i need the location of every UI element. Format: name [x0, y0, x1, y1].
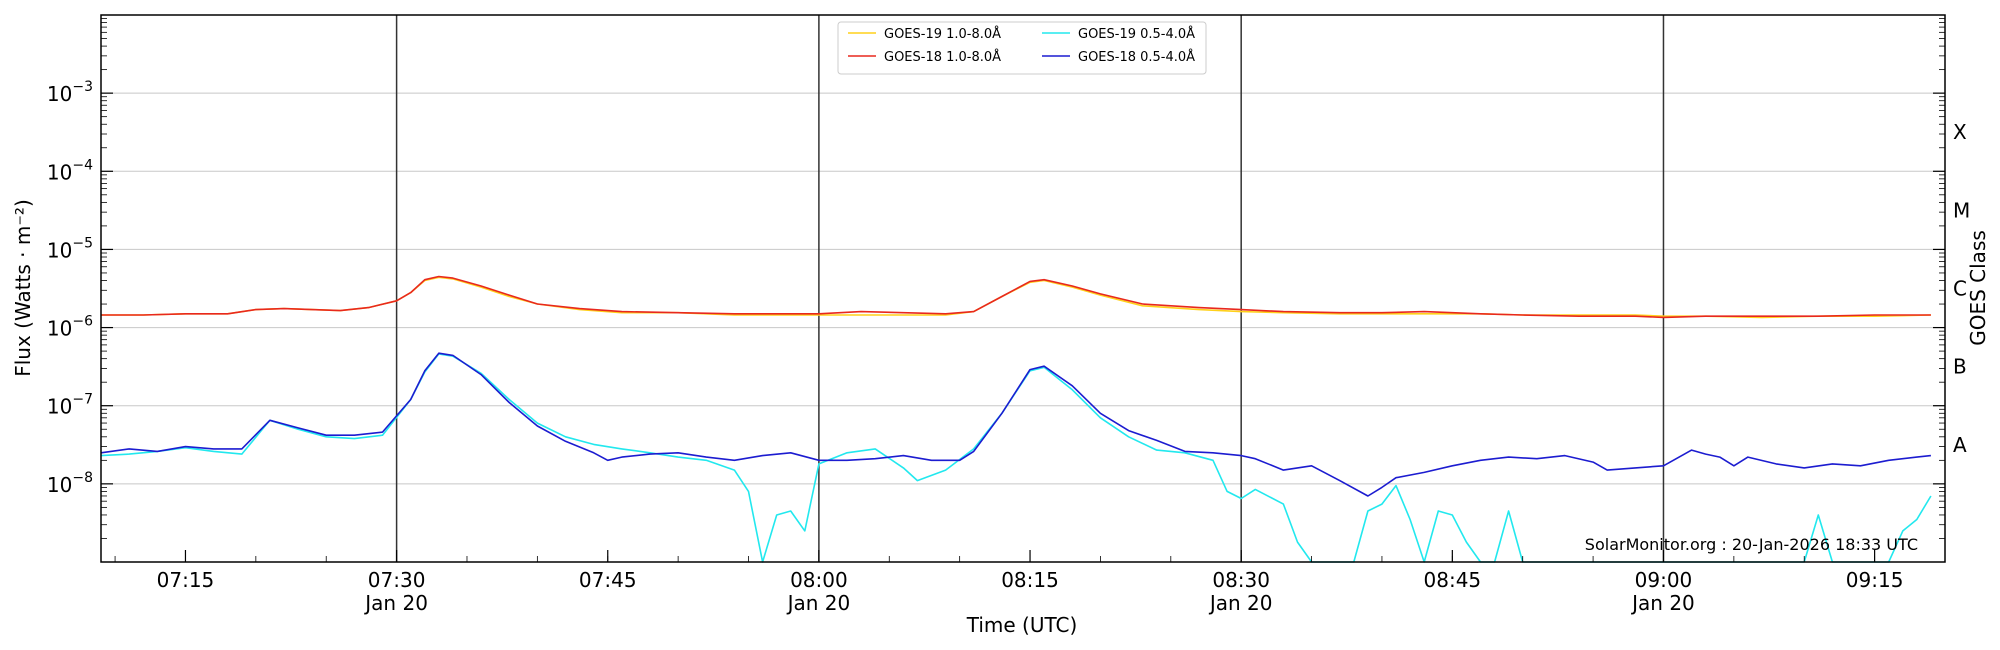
plot-frame	[100, 14, 1946, 563]
legend: GOES-19 1.0-8.0Å GOES-18 1.0-8.0Å GOES-19 …	[837, 21, 1207, 75]
legend-label: GOES-18 0.5-4.0Å	[1078, 49, 1195, 65]
goes-class-labels: X M C B A	[1953, 120, 1970, 457]
legend-label: GOES-19 0.5-4.0Å	[1078, 26, 1195, 42]
series-line	[100, 352, 1931, 497]
goes-class-label: A	[1953, 433, 1967, 457]
series-lines	[100, 275, 1932, 563]
y-tick-label: 10−6	[47, 314, 93, 341]
series-line	[101, 275, 1931, 319]
goes-class-label: C	[1953, 277, 1967, 301]
x-tick-label: 09:00	[1635, 568, 1693, 592]
goes-class-label: B	[1953, 355, 1967, 379]
goes-class-label: M	[1953, 198, 1970, 222]
goes-class-label: X	[1953, 120, 1967, 144]
y-tick-label: 10−8	[47, 470, 93, 497]
grid-lines	[101, 92, 1945, 485]
y-tick-label: 10−5	[47, 235, 93, 262]
x-tick-label: 08:15	[1001, 568, 1059, 592]
x-tick-date-label: Jan 20	[1208, 591, 1273, 615]
y-axis-right-label: GOES Class	[1966, 230, 1990, 346]
x-tick-label: 09:15	[1846, 568, 1904, 592]
series-line	[100, 353, 1932, 563]
series-line	[101, 276, 1931, 319]
credit-text: SolarMonitor.org : 20-Jan-2026 18:33 UTC	[1585, 535, 1918, 554]
y-tick-label: 10−3	[47, 79, 93, 106]
x-axis-label: Time (UTC)	[966, 613, 1078, 637]
x-tick-label: 08:30	[1212, 568, 1270, 592]
y-tick-label: 10−4	[47, 157, 93, 184]
x-tick-label: 07:15	[157, 568, 215, 592]
day-marker-lines	[395, 15, 1665, 562]
x-tick-date-label: Jan 20	[1630, 591, 1695, 615]
legend-label: GOES-18 1.0-8.0Å	[884, 49, 1001, 65]
x-tick-date-label: Jan 20	[786, 591, 851, 615]
x-tick-date-label: Jan 20	[363, 591, 428, 615]
x-tick-label: 08:45	[1424, 568, 1482, 592]
x-tick-label: 08:00	[790, 568, 848, 592]
legend-label: GOES-19 1.0-8.0Å	[884, 26, 1001, 42]
x-tick-label: 07:45	[579, 568, 637, 592]
y-tick-label: 10−7	[47, 392, 93, 419]
legend-box	[837, 21, 1207, 75]
y-axis-label: Flux (Watts · m⁻²)	[11, 199, 35, 377]
x-tick-label: 07:30	[368, 568, 426, 592]
